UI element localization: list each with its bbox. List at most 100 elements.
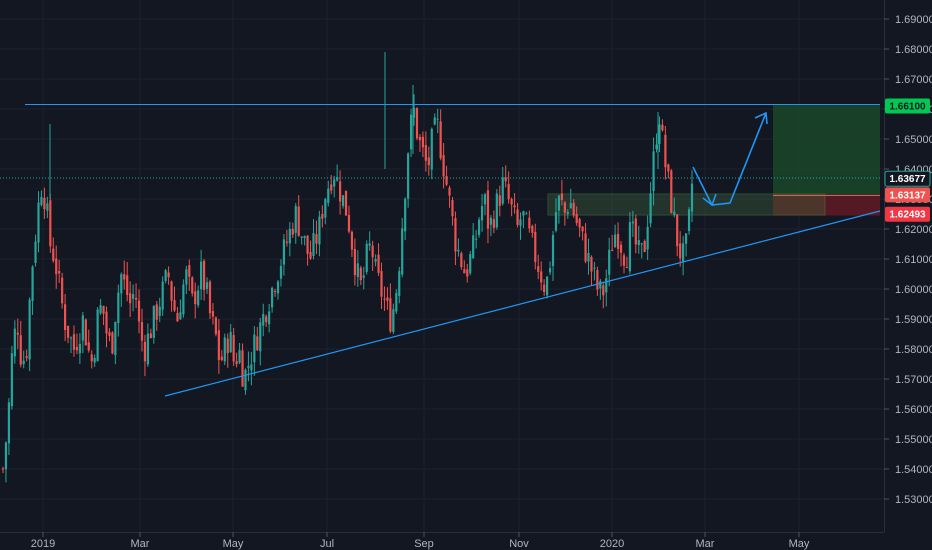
candle-body (489, 217, 493, 225)
candle (247, 351, 250, 382)
candle-body (37, 202, 40, 243)
candle-body (176, 312, 179, 322)
projection-arrow-path[interactable] (692, 112, 767, 206)
candle (291, 222, 294, 239)
candle-body (569, 203, 572, 209)
candle (614, 224, 617, 249)
price-tag-bg (885, 187, 930, 203)
candle-body (637, 240, 640, 245)
candle (318, 210, 321, 257)
candle-body (415, 108, 419, 139)
candle-body (566, 212, 569, 214)
candle (253, 326, 256, 376)
candle-body (442, 155, 445, 177)
candle (347, 205, 351, 234)
candle (525, 211, 528, 215)
candle (652, 137, 655, 206)
candle (655, 133, 658, 153)
candle (534, 223, 537, 270)
support-box[interactable] (547, 193, 826, 216)
candle (353, 238, 356, 286)
candle-body (96, 309, 99, 362)
candle (398, 266, 401, 304)
candle (581, 226, 584, 241)
time-axis[interactable]: 2019 Mar May Jul Sep Nov 2020 Mar May (31, 532, 810, 550)
candle (149, 328, 152, 339)
candle-body (356, 263, 359, 277)
candle-body (312, 233, 315, 256)
candle (167, 266, 170, 285)
candle-body (253, 334, 256, 363)
candle-body (687, 209, 691, 232)
candle (540, 261, 543, 291)
candle-body (652, 151, 655, 192)
price-tick-label: 1.65000 (895, 134, 932, 146)
candle (519, 212, 522, 240)
candle-body (605, 278, 608, 293)
candle (202, 258, 206, 301)
candle (58, 259, 61, 283)
candle (146, 323, 149, 367)
price-tag: 1.66100 (885, 98, 930, 114)
candle-body (679, 243, 682, 259)
candle (288, 221, 291, 257)
candle (341, 194, 345, 209)
candle-body (25, 356, 28, 358)
candle-body (229, 332, 232, 353)
candle (179, 299, 182, 320)
candle-body (164, 270, 167, 281)
candle (649, 182, 652, 228)
candle-body (504, 177, 507, 182)
price-axis[interactable]: 1.53000 1.54000 1.55000 1.56000 1.57000 1.580… (884, 14, 932, 506)
candle (457, 238, 460, 257)
candle (433, 113, 436, 126)
candle (637, 225, 640, 254)
candle-body (146, 333, 149, 365)
price-tick-label: 1.58000 (895, 344, 932, 356)
candle (105, 306, 108, 348)
candle-body (129, 293, 132, 304)
candle (605, 269, 608, 307)
candle-body (84, 319, 87, 346)
candle (211, 303, 215, 325)
candle-body (309, 252, 312, 259)
stop-loss-zone[interactable] (773, 195, 880, 216)
candle (114, 321, 117, 365)
candle (477, 217, 481, 238)
candle (226, 333, 229, 368)
candle-body (392, 309, 395, 332)
candle (537, 254, 540, 280)
candle (93, 354, 96, 367)
time-tick-label: 2019 (31, 538, 55, 550)
candle-body (123, 274, 126, 280)
candle-body (347, 214, 351, 232)
candle (622, 252, 626, 274)
time-tick-label: Sep (414, 538, 434, 550)
candle (4, 441, 8, 483)
candle (315, 220, 318, 255)
candle (303, 235, 306, 246)
candle (188, 259, 191, 291)
candle-body (619, 244, 623, 253)
candle (389, 283, 392, 334)
candle (7, 398, 11, 456)
take-profit-zone[interactable] (773, 104, 880, 196)
time-tick-label: Mar (696, 538, 715, 550)
price-tick-label: 1.60000 (895, 284, 932, 296)
candle-body (501, 177, 504, 204)
candle (439, 109, 442, 161)
candle (368, 231, 371, 251)
candle-body (531, 225, 534, 233)
candle-body (395, 292, 398, 312)
candle (374, 254, 377, 267)
candle (208, 279, 212, 320)
price-tick-label: 1.68000 (895, 44, 932, 56)
candle (442, 143, 445, 189)
candle-body (365, 243, 368, 272)
candle (129, 281, 132, 317)
candle (682, 236, 685, 276)
ascending-trendline[interactable] (164, 210, 881, 397)
candle (321, 205, 324, 228)
candle-body (191, 277, 194, 294)
